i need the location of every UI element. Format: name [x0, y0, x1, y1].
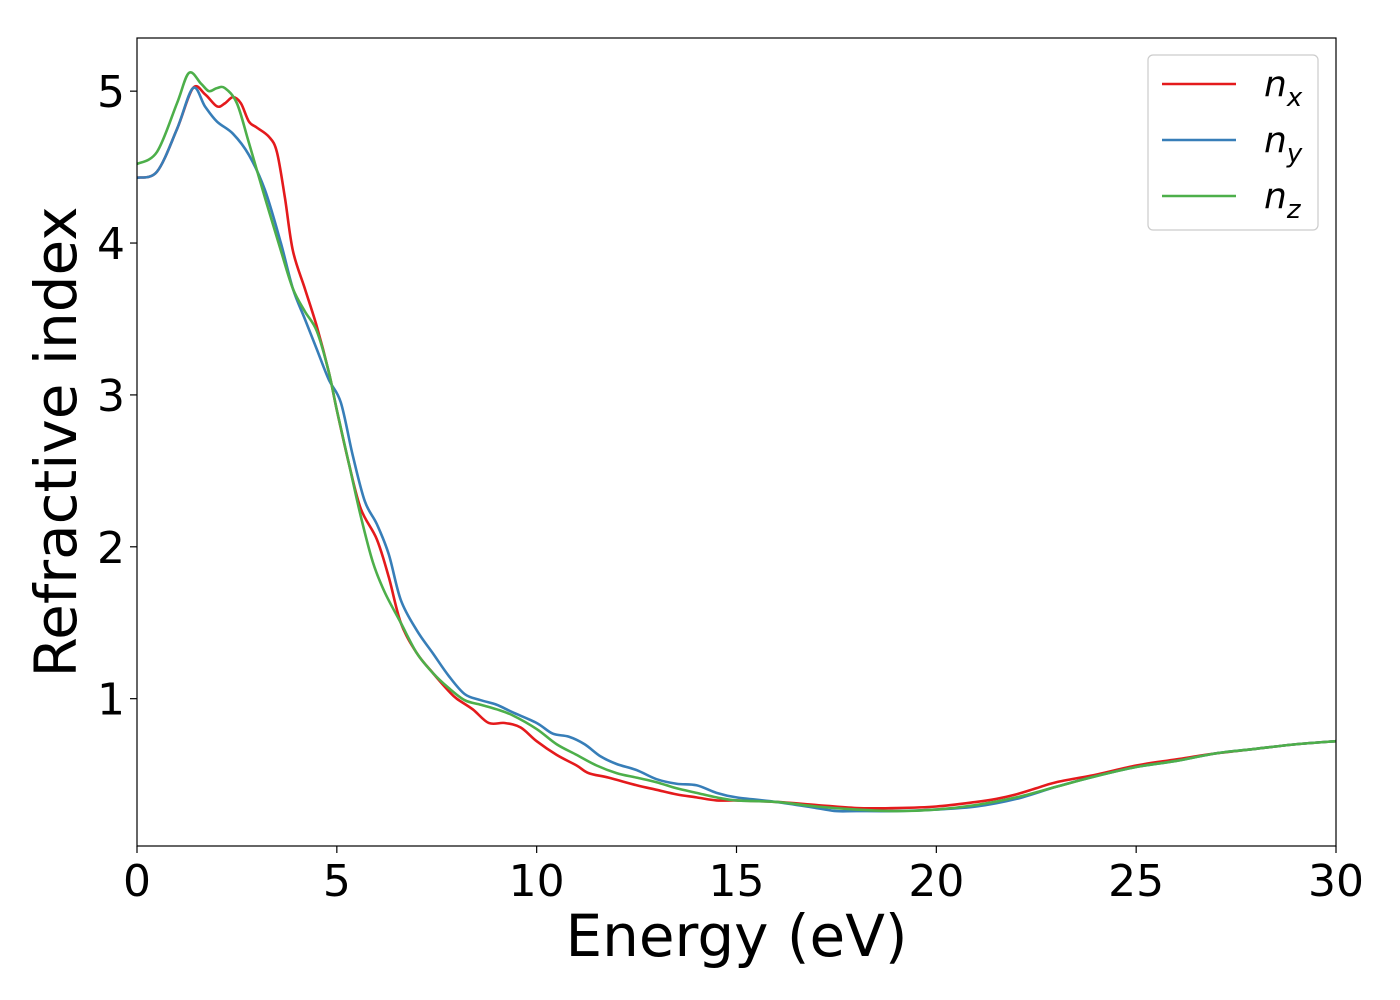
legend-label-base: n	[1264, 64, 1287, 105]
legend-label-y: ny	[1264, 120, 1303, 169]
legend-label-x: nx	[1264, 64, 1303, 113]
series-line-x	[137, 84, 1336, 810]
x-axis-label: Energy (eV)	[565, 902, 907, 970]
x-tick-label: 25	[1108, 856, 1164, 907]
x-tick-label: 30	[1308, 856, 1364, 907]
legend-label-subscript: z	[1286, 195, 1302, 225]
legend-label-base: n	[1264, 176, 1287, 217]
x-axis-ticks: 0 5 10 15 20 25 30	[123, 846, 1364, 907]
y-tick-label: 1	[97, 675, 125, 726]
x-tick-label: 0	[123, 856, 151, 907]
series-line-y	[137, 86, 1336, 813]
y-tick-label: 2	[97, 523, 125, 574]
legend-label-subscript: x	[1286, 83, 1303, 113]
y-tick-label: 4	[97, 219, 125, 270]
legend-label-z: nz	[1264, 176, 1302, 225]
legend-box	[1147, 54, 1319, 231]
x-tick-label: 15	[709, 856, 765, 907]
y-axis-ticks: 1 2 3 4 5	[97, 67, 137, 726]
x-tick-label: 20	[908, 856, 964, 907]
y-axis-label: Refractive index	[22, 206, 90, 677]
legend-label-subscript: y	[1286, 139, 1303, 169]
y-tick-label: 5	[97, 67, 125, 118]
series-layer	[137, 71, 1336, 813]
y-tick-label: 3	[97, 371, 125, 422]
x-tick-label: 10	[509, 856, 565, 907]
series-line-z	[137, 71, 1336, 813]
legend-label-base: n	[1264, 120, 1287, 161]
x-tick-label: 5	[323, 856, 351, 907]
